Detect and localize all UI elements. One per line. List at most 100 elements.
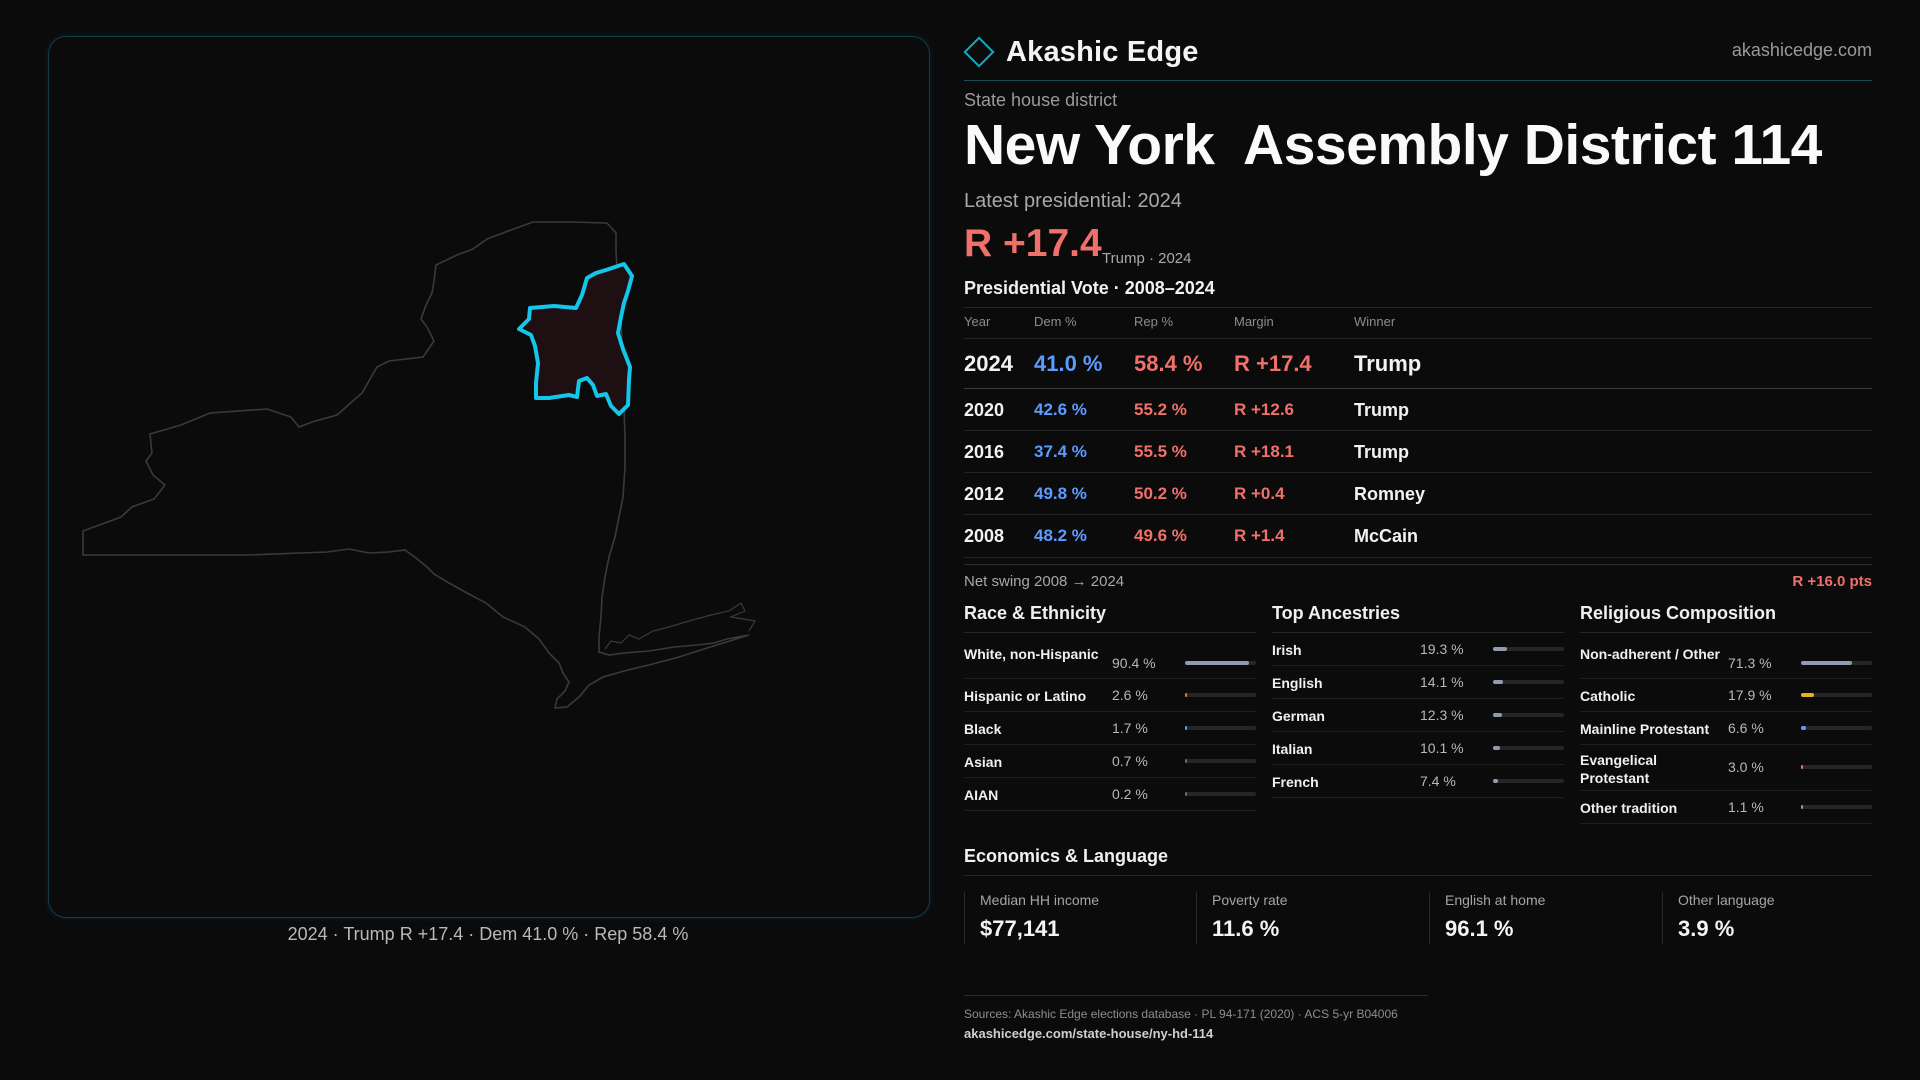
- column-header-year: Year: [964, 314, 991, 329]
- list-item-value: 1.7 %: [1112, 720, 1148, 736]
- list-item: Italian 10.1 %: [1272, 732, 1564, 765]
- row-winner: Trump: [1354, 442, 1410, 462]
- list-item-label: Evangelical Protestant: [1580, 752, 1658, 786]
- table-row: 2016 37.4 % 55.5 % R +18.1 Trump: [964, 430, 1872, 473]
- brand-logo-icon: [963, 36, 995, 68]
- page-title: New York Assembly District 114: [964, 113, 1822, 177]
- list-item: German 12.3 %: [1272, 699, 1564, 732]
- brand-domain-link[interactable]: akashicedge.com: [1731, 40, 1872, 60]
- row-dem: 41.0 %: [1034, 351, 1103, 376]
- latest-margin-sub: Trump · 2024: [1102, 250, 1192, 267]
- share-bar: [1185, 726, 1256, 730]
- stat-median-income: Median HH income $77,141: [964, 892, 1190, 944]
- share-bar: [1801, 805, 1872, 809]
- share-bar: [1493, 746, 1564, 750]
- table-row: 2020 42.6 % 55.2 % R +12.6 Trump: [964, 388, 1872, 431]
- share-bar: [1493, 680, 1564, 684]
- district-map: [82, 221, 756, 709]
- row-winner: Romney: [1354, 484, 1426, 504]
- share-bar-fill: [1801, 805, 1803, 809]
- row-dem: 48.2 %: [1034, 526, 1087, 545]
- stat-poverty-rate: Poverty rate 11.6 %: [1196, 892, 1422, 944]
- list-item: Asian 0.7 %: [964, 745, 1256, 778]
- list-item-value: 1.1 %: [1728, 799, 1764, 815]
- row-year: 2020: [964, 400, 1005, 420]
- row-rep: 50.2 %: [1134, 484, 1187, 503]
- share-bar: [1801, 693, 1872, 697]
- share-bar-fill: [1493, 647, 1507, 651]
- share-bar-fill: [1185, 661, 1250, 665]
- table-row: 2012 49.8 % 50.2 % R +0.4 Romney: [964, 472, 1872, 515]
- row-margin: R +17.4: [1234, 351, 1312, 376]
- list-item-label: German: [1272, 708, 1325, 724]
- row-year: 2008: [964, 526, 1005, 546]
- list-item: Catholic 17.9 %: [1580, 679, 1872, 712]
- list-item-value: 17.9 %: [1728, 687, 1772, 703]
- stat-value: $77,141: [980, 916, 1060, 941]
- top-ancestries-title: Top Ancestries: [1272, 603, 1401, 623]
- list-item-label: English: [1272, 675, 1323, 691]
- row-winner: McCain: [1354, 526, 1419, 546]
- list-item: White, non-Hispanic 90.4 %: [964, 633, 1256, 679]
- top-ancestries-list: Irish 19.3 % English 14.1 % German 12.3 …: [1272, 632, 1564, 798]
- share-bar: [1185, 759, 1256, 763]
- column-header-winner: Winner: [1354, 314, 1396, 329]
- row-dem: 42.6 %: [1034, 400, 1087, 419]
- share-bar: [1801, 726, 1872, 730]
- long-island-detail: [604, 602, 756, 650]
- brand[interactable]: Akashic Edge: [963, 34, 1199, 70]
- list-item-value: 12.3 %: [1420, 707, 1464, 723]
- race-ethnicity-title: Race & Ethnicity: [964, 603, 1107, 623]
- list-item: Hispanic or Latino 2.6 %: [964, 679, 1256, 712]
- row-rep: 55.2 %: [1134, 400, 1187, 419]
- stat-label: Poverty rate: [1212, 892, 1288, 908]
- row-year: 2016: [964, 442, 1005, 462]
- map-caption: 2024 · Trump R +17.4 · Dem 41.0 % · Rep …: [287, 924, 689, 944]
- share-bar: [1185, 792, 1256, 796]
- divider: [964, 875, 1872, 876]
- share-bar: [1185, 661, 1256, 665]
- list-item-label: Catholic: [1580, 688, 1636, 704]
- list-item: Mainline Protestant 6.6 %: [1580, 712, 1872, 745]
- religious-composition-list: Non-adherent / Other 71.3 % Catholic 17.…: [1580, 632, 1872, 824]
- list-item: French 7.4 %: [1272, 765, 1564, 798]
- list-item-value: 90.4 %: [1112, 655, 1156, 671]
- table-row: 2024 41.0 % 58.4 % R +17.4 Trump: [964, 338, 1872, 389]
- row-winner: Trump: [1354, 400, 1410, 420]
- list-item: Other tradition 1.1 %: [1580, 791, 1872, 824]
- share-bar: [1493, 779, 1564, 783]
- list-item-value: 7.4 %: [1420, 773, 1456, 789]
- list-item: Evangelical Protestant 3.0 %: [1580, 745, 1872, 791]
- row-dem: 37.4 %: [1034, 442, 1087, 461]
- row-margin: R +0.4: [1234, 484, 1285, 503]
- row-rep: 55.5 %: [1134, 442, 1187, 461]
- divider: [964, 995, 1428, 996]
- stat-label: Other language: [1678, 892, 1775, 908]
- list-item-label: Other tradition: [1580, 800, 1678, 816]
- source-url-link[interactable]: akashicedge.com/state-house/ny-hd-114: [964, 1026, 1214, 1041]
- share-bar-fill: [1493, 746, 1501, 750]
- state-outline: [82, 221, 750, 709]
- list-item-value: 0.7 %: [1112, 753, 1148, 769]
- latest-margin: R +17.4: [964, 222, 1102, 265]
- list-item-value: 14.1 %: [1420, 674, 1464, 690]
- sources-note: Sources: Akashic Edge elections database…: [964, 1007, 1398, 1021]
- latest-presidential-label: Latest presidential: 2024: [964, 190, 1182, 212]
- share-bar-fill: [1493, 779, 1499, 783]
- row-rep: 49.6 %: [1134, 526, 1187, 545]
- table-row: 2008 48.2 % 49.6 % R +1.4 McCain: [964, 514, 1872, 558]
- list-item-value: 0.2 %: [1112, 786, 1148, 802]
- stat-value: 3.9 %: [1678, 916, 1735, 941]
- stat-value: 96.1 %: [1445, 916, 1514, 941]
- brand-name: Akashic Edge: [1006, 35, 1199, 68]
- list-item-label: Non-adherent / Other: [1580, 646, 1721, 662]
- row-year: 2012: [964, 484, 1005, 504]
- list-item-value: 71.3 %: [1728, 655, 1772, 671]
- list-item-label: White, non-Hispanic: [964, 646, 1099, 662]
- list-item: AIAN 0.2 %: [964, 778, 1256, 811]
- share-bar: [1493, 713, 1564, 717]
- share-bar-fill: [1185, 792, 1187, 796]
- religious-composition-title: Religious Composition: [1580, 603, 1776, 623]
- share-bar-fill: [1801, 726, 1806, 730]
- net-swing-value: R +16.0 pts: [1792, 573, 1872, 590]
